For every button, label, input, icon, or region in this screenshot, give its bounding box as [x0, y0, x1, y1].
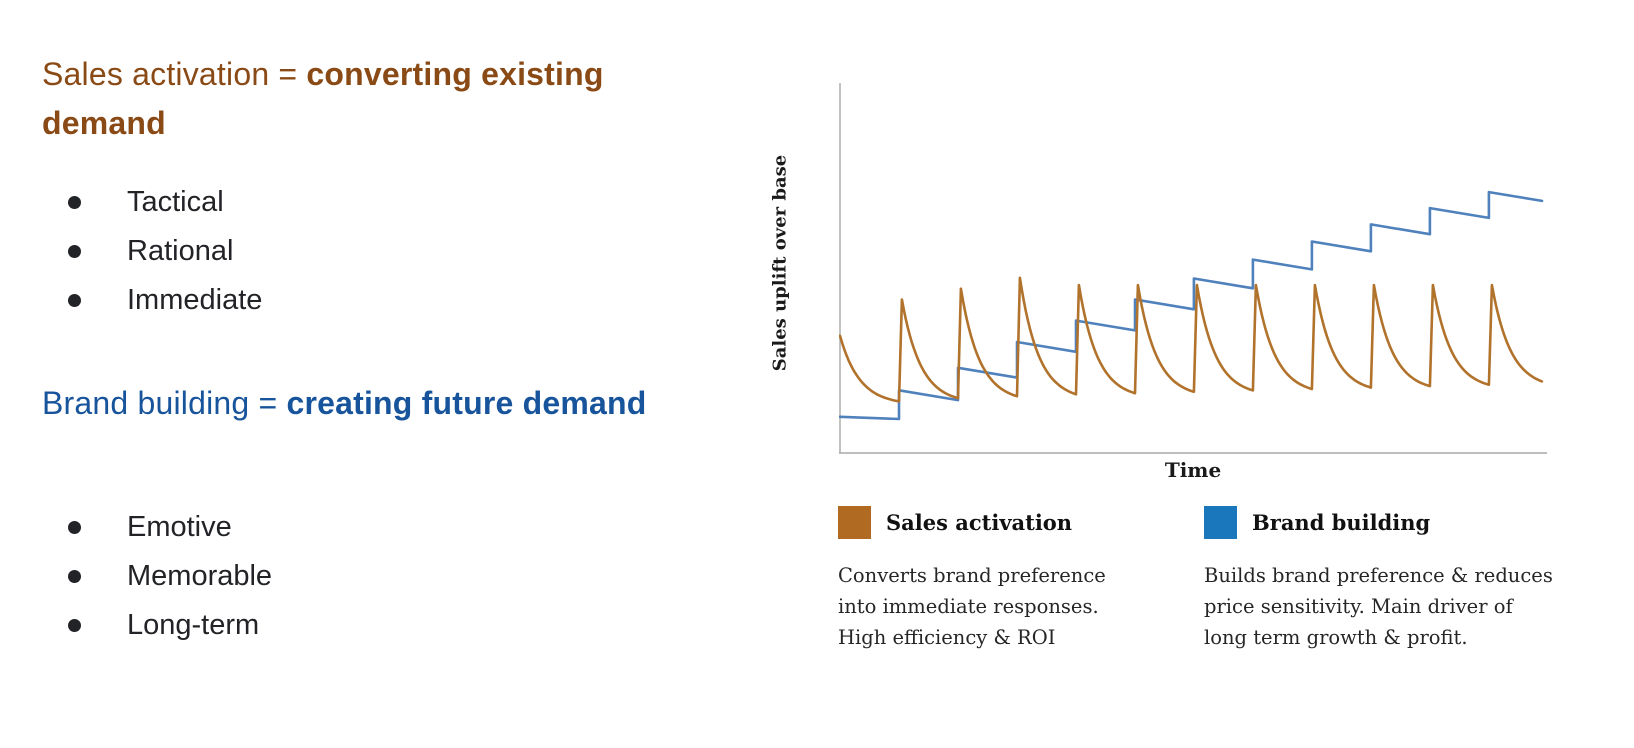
bullet-icon — [68, 196, 81, 209]
list-item: Tactical — [42, 178, 262, 227]
brand-building-bullet-list: Emotive Memorable Long-term — [42, 503, 272, 650]
bullet-icon — [68, 245, 81, 258]
bullet-icon — [68, 521, 81, 534]
brand-building-heading: Brand building = creating future demand — [42, 379, 732, 428]
legend-description: Converts brand preference into immediate… — [838, 564, 1106, 649]
legend-header: Brand building — [1204, 506, 1564, 539]
list-item: Rational — [42, 227, 262, 276]
list-item-label: Immediate — [127, 284, 263, 316]
bullet-icon — [68, 570, 81, 583]
legend-brand-building: Brand building Builds brand preference &… — [1204, 506, 1564, 653]
bullet-icon — [68, 619, 81, 632]
sales-activation-swatch-icon — [838, 506, 871, 539]
sales-activation-bullet-list: Tactical Rational Immediate — [42, 178, 262, 325]
sales-activation-heading-bold: converting existing demand — [42, 56, 604, 141]
list-item: Memorable — [42, 552, 272, 601]
legend-header: Sales activation — [838, 506, 1118, 539]
legend-label: Sales activation — [886, 510, 1073, 535]
list-item-label: Rational — [127, 235, 234, 267]
sales-activation-heading: Sales activation = converting existing d… — [42, 50, 732, 148]
legend-sales-activation: Sales activation Converts brand preferen… — [838, 506, 1118, 653]
x-axis-label: Time — [1164, 458, 1222, 482]
sales-activation-series-line — [839, 276, 1544, 403]
legend-description: Builds brand preference & reduces price … — [1204, 564, 1553, 649]
brand-building-heading-bold: creating future demand — [286, 385, 647, 421]
chart-plot — [839, 83, 1547, 454]
list-item-label: Emotive — [127, 511, 232, 543]
list-item-label: Memorable — [127, 560, 273, 592]
list-item: Long-term — [42, 601, 272, 650]
sales-activation-heading-prefix: Sales activation = — [42, 56, 307, 92]
list-item-label: Tactical — [127, 186, 224, 218]
list-item-label: Long-term — [127, 609, 260, 641]
y-axis-label: Sales uplift over base — [769, 154, 791, 372]
brand-building-swatch-icon — [1204, 506, 1237, 539]
bullet-icon — [68, 294, 81, 307]
legend-label: Brand building — [1252, 510, 1431, 535]
list-item: Immediate — [42, 276, 262, 325]
list-item: Emotive — [42, 503, 272, 552]
brand-building-heading-prefix: Brand building = — [42, 385, 287, 421]
